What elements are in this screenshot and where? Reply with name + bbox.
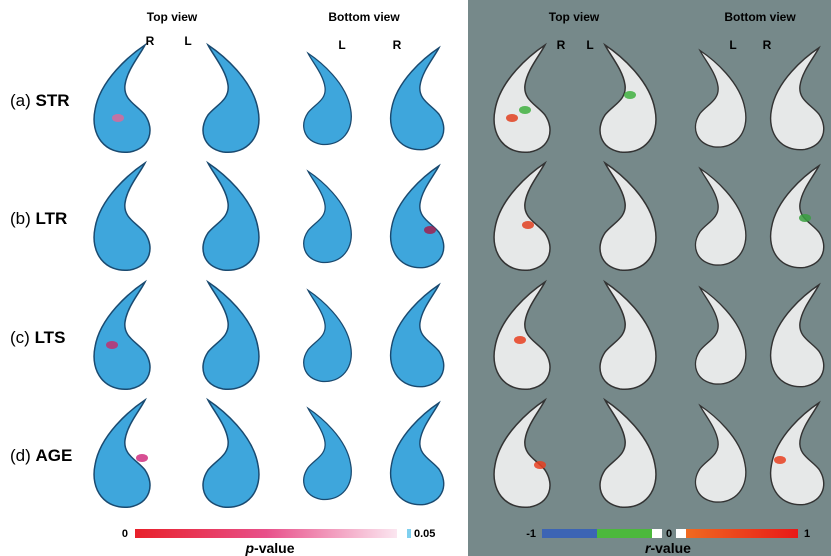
row-letter: (b) (10, 209, 31, 228)
row-name: LTR (36, 209, 68, 228)
side-label: L (586, 38, 593, 52)
colorbar-label: p-value (244, 540, 294, 556)
colorbar (135, 529, 397, 538)
colorbar (652, 529, 662, 538)
hippocampus (94, 163, 150, 270)
hippocampus (203, 45, 259, 152)
header: Bottom view (328, 10, 400, 24)
hippocampus (391, 403, 444, 505)
spot (534, 461, 546, 469)
hippocampus (391, 166, 444, 268)
row-label: (b) LTR (10, 209, 67, 228)
hippocampus (94, 400, 150, 507)
row-name: LTS (35, 328, 66, 347)
hippocampus (391, 48, 444, 150)
side-label: R (146, 34, 155, 48)
side-label: R (557, 38, 566, 52)
colorbar-label: r-value (645, 540, 691, 556)
figure: Top view Bottom view R L L R Top view Bo… (0, 0, 831, 556)
colorbar-min: -1 (526, 528, 536, 540)
colorbar (542, 529, 597, 538)
colorbar-label-rest: -value (650, 540, 691, 556)
hippocampus (304, 171, 352, 262)
row-labels: (a) STR (b) LTR (c) LTS (d) AGE (10, 91, 72, 465)
colorbar (686, 529, 798, 538)
spot (799, 214, 811, 222)
row-letter: (c) (10, 328, 30, 347)
side-label: R (393, 38, 402, 52)
colorbar-max: 0.05 (414, 528, 435, 540)
spot (424, 226, 436, 234)
colorbar (597, 529, 652, 538)
colorbar-min: 0 (122, 528, 128, 540)
row-name: STR (36, 91, 70, 110)
side-label: L (338, 38, 345, 52)
header: Top view (549, 10, 600, 24)
hippocampus (304, 290, 352, 381)
colorbar-var: p (244, 540, 254, 556)
row-label: (d) AGE (10, 446, 72, 465)
row-label: (c) LTS (10, 328, 65, 347)
spot (112, 114, 124, 122)
colorbar-label-rest: -value (254, 540, 295, 556)
hippocampus (203, 400, 259, 507)
row-letter: (a) (10, 91, 31, 110)
spot (136, 454, 148, 462)
colorbar-max: 1 (804, 528, 810, 540)
spot (506, 114, 518, 122)
row-letter: (d) (10, 446, 31, 465)
row-label: (a) STR (10, 91, 70, 110)
colorbar-end (407, 529, 411, 538)
colorbar-mid: 0 (666, 528, 672, 540)
hippocampus (203, 163, 259, 270)
spot (519, 106, 531, 114)
colorbar (676, 529, 686, 538)
hippocampus (203, 282, 259, 389)
side-label: L (184, 34, 191, 48)
spot (774, 456, 786, 464)
spot (624, 91, 636, 99)
spot (514, 336, 526, 344)
hippocampus (304, 408, 352, 499)
header: Top view (147, 10, 198, 24)
hippocampus (391, 285, 444, 387)
spot (522, 221, 534, 229)
header: Bottom view (724, 10, 796, 24)
hippocampus (94, 282, 150, 389)
side-label: R (763, 38, 772, 52)
spot (106, 341, 118, 349)
side-label: L (729, 38, 736, 52)
hippocampus (94, 45, 150, 152)
row-name: AGE (36, 446, 73, 465)
hippocampus (304, 53, 352, 144)
